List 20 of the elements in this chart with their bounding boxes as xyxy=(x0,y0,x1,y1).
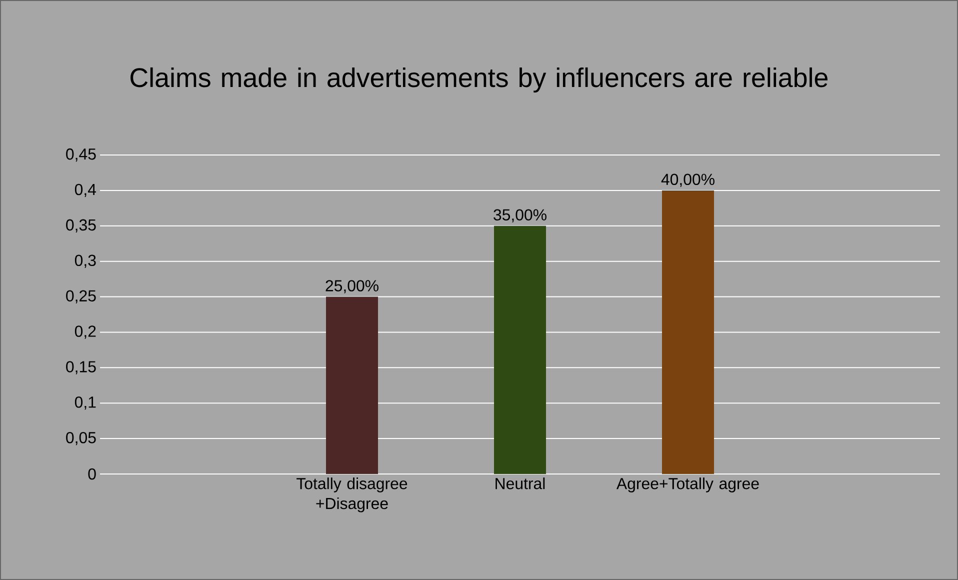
y-tick-label: 0,35 xyxy=(66,219,96,232)
bar xyxy=(662,190,714,474)
data-label: 35,00% xyxy=(494,209,546,222)
y-tick-label: 0,05 xyxy=(66,432,96,446)
y-tick-label: 0,2 xyxy=(74,326,96,339)
y-tick-label: 0,15 xyxy=(66,361,96,374)
y-tick-label: 0,3 xyxy=(74,254,96,268)
data-label: 40,00% xyxy=(661,174,714,187)
y-tick-label: 0,45 xyxy=(66,148,96,162)
x-tick-label: Agree+Totally agree xyxy=(616,478,759,492)
x-tick-label: Neutral xyxy=(496,478,545,490)
bar xyxy=(494,226,546,474)
y-tick-label: 0 xyxy=(88,468,96,480)
y-tick-label: 0,1 xyxy=(74,396,96,410)
bar xyxy=(326,296,378,474)
chart-title: Claims made in advertisements by influencers are reliable xyxy=(130,67,828,93)
y-tick-label: 0,25 xyxy=(66,290,96,304)
x-tick-label: Totally disagree +Disagree xyxy=(296,478,408,512)
y-tick-label: 0,4 xyxy=(74,184,96,198)
data-label: 25,00% xyxy=(326,280,378,294)
